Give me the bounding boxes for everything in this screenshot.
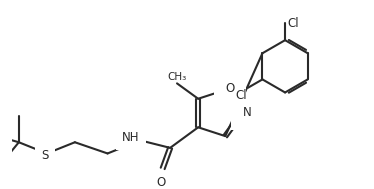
Text: S: S: [41, 149, 49, 162]
Text: NH: NH: [122, 131, 140, 144]
Text: CH₃: CH₃: [168, 71, 187, 81]
Text: O: O: [156, 176, 165, 189]
Text: O: O: [226, 82, 234, 94]
Text: Cl: Cl: [235, 89, 247, 102]
Text: N: N: [242, 106, 251, 119]
Text: Cl: Cl: [287, 17, 298, 30]
